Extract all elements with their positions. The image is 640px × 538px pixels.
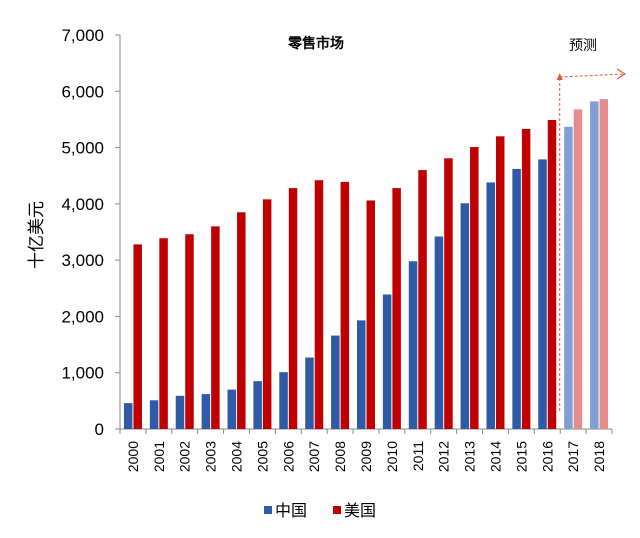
bar-china-2018 (590, 101, 599, 429)
bar-china-2000 (123, 403, 133, 429)
y-tick-label: 1,000 (61, 364, 104, 383)
bar-china-2012 (434, 236, 444, 429)
y-axis-labels: 0 1,000 2,000 3,000 4,000 5,000 6,000 7,000 (61, 26, 104, 439)
bar-usa-2011 (418, 170, 427, 430)
x-tick-label: 2010 (384, 441, 400, 472)
x-tick-label: 2006 (280, 441, 296, 472)
bar-usa-2001 (159, 238, 168, 429)
y-tick-label: 4,000 (61, 195, 104, 214)
bar-china-2008 (331, 335, 340, 429)
y-tick-label: 7,000 (61, 26, 104, 45)
legend: 中国 美国 (264, 501, 376, 520)
x-tick-label: 2004 (229, 441, 245, 472)
x-axis-ticks (119, 429, 613, 434)
bar-china-2016 (538, 159, 547, 430)
bar-china-2003 (201, 394, 211, 429)
y-axis-label: 十亿美元 (27, 201, 47, 269)
x-tick-label: 2008 (332, 441, 348, 472)
y-tick-label: 6,000 (61, 82, 104, 101)
bar-usa-2009 (366, 200, 375, 429)
bar-usa-2016 (547, 119, 557, 430)
x-tick-label: 2005 (254, 441, 270, 472)
bar-china-2015 (512, 168, 521, 429)
bar-usa-2018 (599, 99, 609, 429)
bar-usa-2006 (288, 188, 298, 429)
x-tick-label: 2007 (306, 441, 322, 472)
chart-title: 零售市场 (287, 35, 344, 52)
bar-usa-2013 (470, 147, 479, 429)
x-tick-label: 2014 (487, 441, 503, 472)
x-tick-label: 2011 (410, 441, 426, 471)
x-tick-label: 2013 (462, 441, 478, 472)
x-tick-label: 2000 (125, 441, 141, 472)
bar-china-2006 (279, 372, 288, 429)
bar-usa-2008 (340, 181, 350, 429)
forecast-up-arrowhead (556, 73, 563, 80)
x-tick-label: 2017 (565, 441, 581, 472)
bar-usa-2014 (495, 136, 505, 430)
bars (123, 99, 609, 430)
bar-china-2009 (357, 320, 366, 429)
bar-china-2001 (149, 400, 159, 429)
bar-china-2010 (382, 294, 392, 429)
x-tick-label: 2016 (539, 441, 555, 472)
bar-china-2004 (227, 389, 237, 429)
legend-swatch-usa (333, 506, 341, 514)
x-tick-label: 2002 (177, 441, 193, 472)
x-tick-label: 2015 (513, 441, 529, 472)
bar-usa-2005 (262, 199, 272, 429)
bar-china-2011 (408, 261, 418, 429)
y-tick-label: 2,000 (61, 307, 104, 326)
legend-label-usa: 美国 (344, 501, 376, 520)
bar-china-2014 (486, 182, 495, 429)
bar-usa-2000 (133, 244, 142, 429)
x-tick-label: 2012 (436, 441, 452, 472)
bar-usa-2004 (237, 212, 246, 429)
forecast-label: 预测 (569, 38, 597, 54)
bar-usa-2002 (185, 234, 194, 429)
forecast-marker: 预测 (556, 38, 627, 411)
forecast-arrowhead (616, 68, 627, 80)
y-tick-label: 5,000 (61, 139, 104, 158)
bar-usa-2007 (314, 180, 324, 429)
bar-china-2007 (305, 357, 314, 429)
x-tick-label: 2009 (358, 441, 374, 472)
legend-swatch-china (264, 506, 272, 514)
bar-china-2005 (253, 381, 262, 429)
x-tick-label: 2001 (151, 441, 167, 472)
legend-label-china: 中国 (275, 501, 307, 520)
x-axis-labels: 2000 2001 2002 2003 2004 2005 2006 2007 2008 2009… (125, 441, 607, 472)
x-tick-label: 2003 (203, 441, 219, 472)
x-tick-label: 2018 (591, 441, 607, 472)
bar-usa-2012 (444, 158, 453, 429)
bar-usa-2003 (211, 226, 220, 429)
bar-usa-2010 (392, 188, 401, 429)
bar-usa-2017 (573, 109, 583, 429)
y-tick-label: 0 (95, 420, 104, 439)
forecast-arrow-line (559, 73, 625, 78)
bar-china-2013 (460, 203, 470, 429)
y-tick-label: 3,000 (61, 251, 104, 270)
y-axis-ticks (115, 34, 120, 430)
bar-usa-2015 (521, 128, 531, 430)
bar-china-2002 (175, 395, 185, 429)
bar-china-2017 (564, 126, 573, 429)
